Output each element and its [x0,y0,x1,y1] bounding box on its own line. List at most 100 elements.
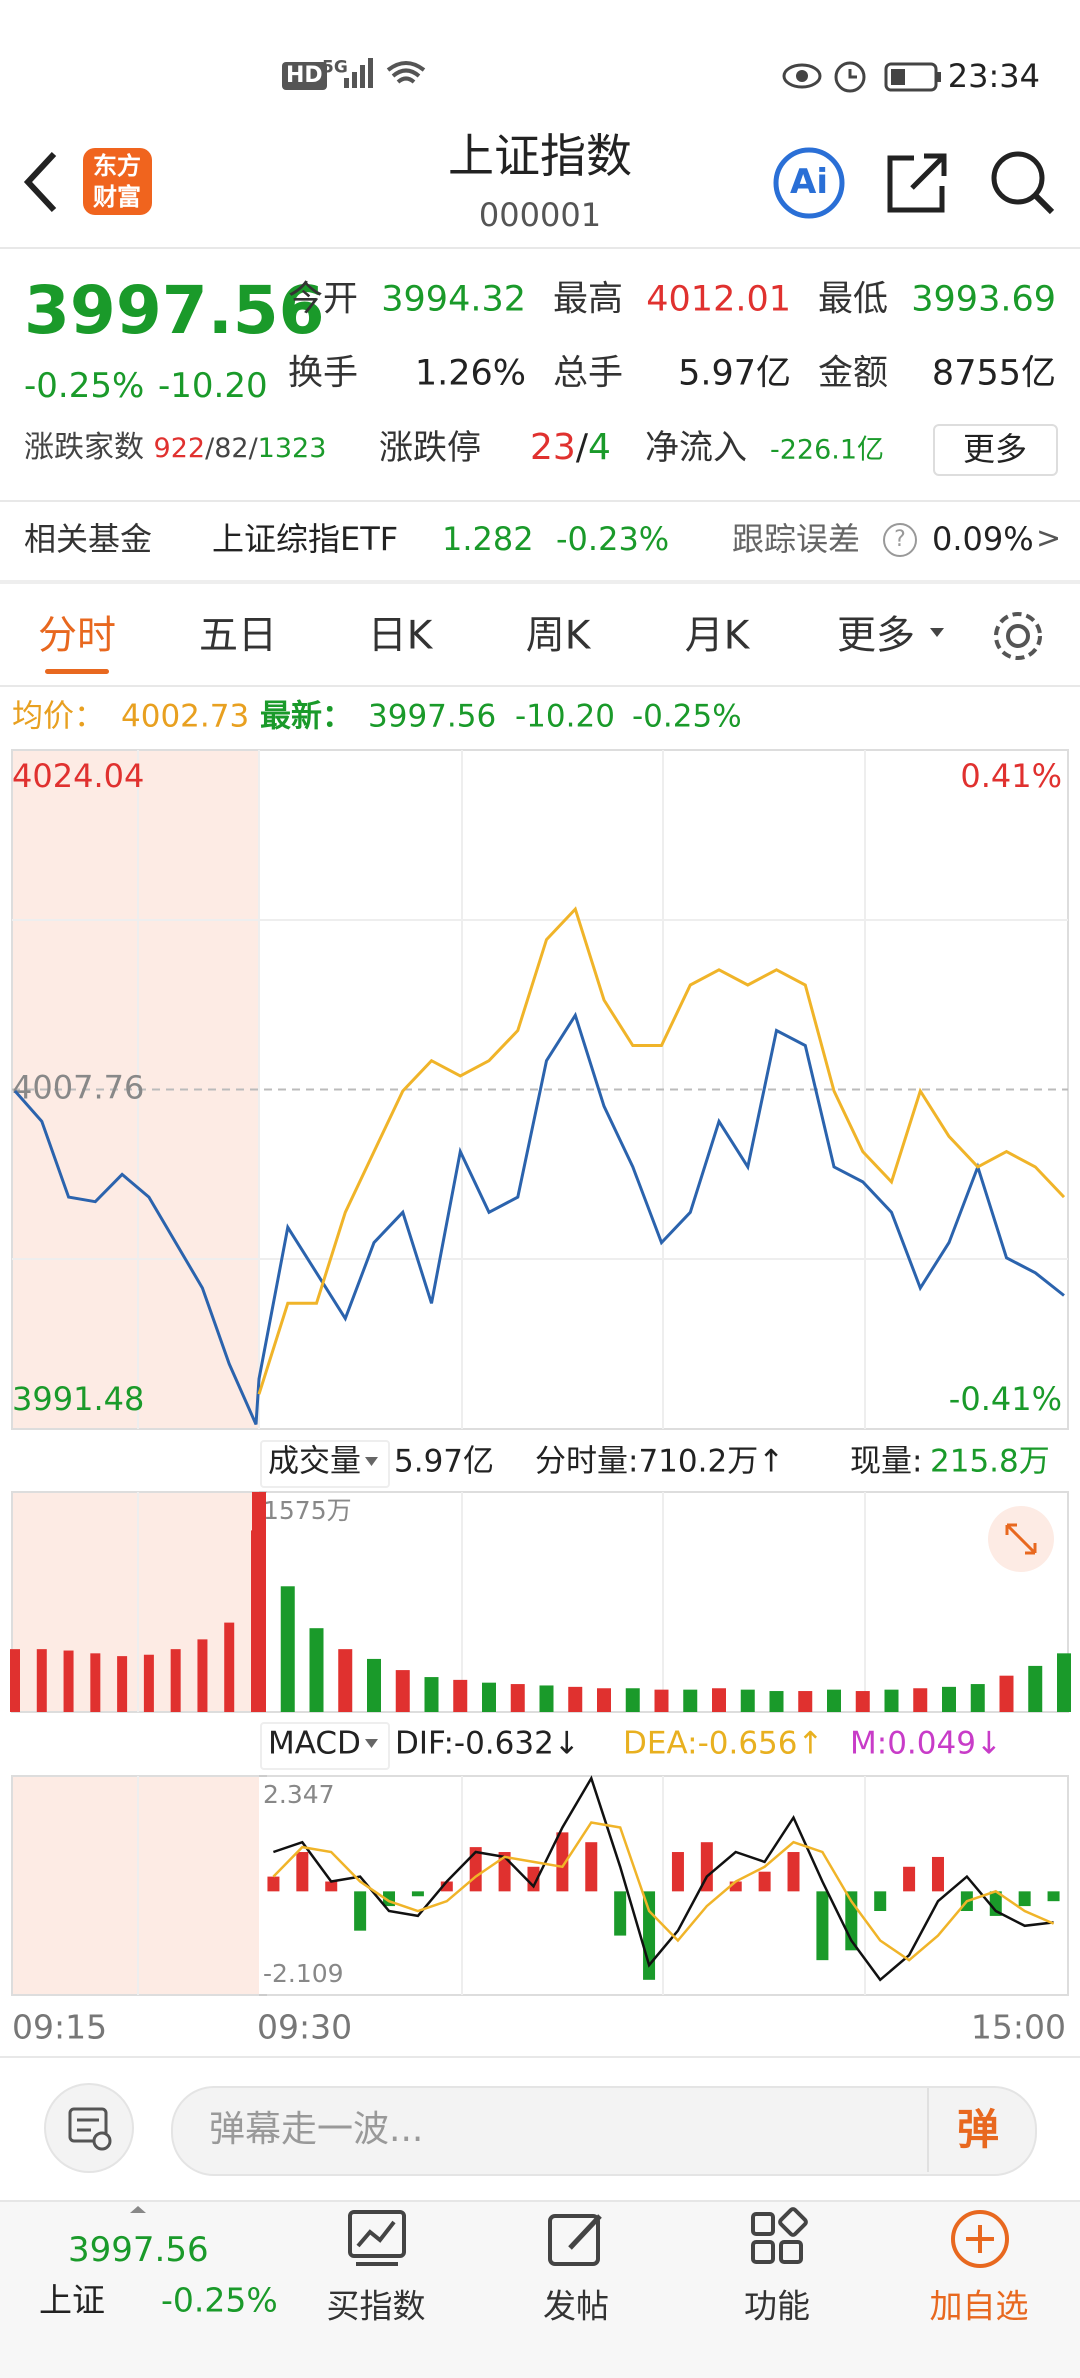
arrow: > [1036,521,1062,556]
macd-selector[interactable]: MACD [268,1725,361,1762]
volume-bar [712,1688,726,1712]
functions-icon[interactable] [747,2207,809,2270]
volume-bar [999,1675,1014,1712]
back-button[interactable] [22,150,62,214]
volume-bar [740,1689,755,1712]
nav-item[interactable]: 功能 [744,2286,810,2326]
status-icons-right [782,61,941,93]
tab[interactable]: 月K [684,613,750,659]
post-icon[interactable] [546,2208,608,2270]
tab[interactable]: 分时 [37,613,117,659]
expand-arrow [130,2206,146,2213]
macd-bar [1047,1891,1060,1902]
index-change[interactable]: -0.25% [161,2280,278,2320]
volume-bar [884,1689,899,1712]
field-label: 最高 [553,279,624,320]
nav-item[interactable]: 发帖 [543,2286,609,2326]
dropdown-arrow [930,628,944,637]
field-value: 8755亿 [931,353,1056,394]
comment-placeholder[interactable]: 弹幕走一波... [209,2109,424,2150]
macd-bar [989,1891,1002,1916]
more-button-frame[interactable] [933,424,1058,476]
comment-input[interactable] [171,2086,1037,2176]
macd-chart: 2.347 -2.109 [11,1775,1069,1996]
selector-frame[interactable] [260,1722,390,1770]
more-button[interactable]: 更多 [962,430,1028,468]
volume-bar [942,1686,956,1712]
volume-bar [143,1654,154,1712]
field-label: 总手 [553,353,624,394]
volume-bar [855,1691,870,1712]
settings-button[interactable] [990,608,1046,664]
field-value: 3993.69 [911,279,1056,320]
share-button[interactable] [884,150,954,216]
limit-label: 涨跌停 [379,428,481,468]
tab[interactable]: 日K [367,613,433,659]
macd-bar [729,1881,742,1892]
volume-bar [280,1586,295,1712]
field-value: 4012.01 [646,279,791,320]
ai-button[interactable]: Ai [790,162,828,202]
volume-bar [1028,1665,1043,1712]
help-icon[interactable]: ? [883,523,917,557]
index-name[interactable]: 上证 [39,2280,105,2320]
m: M:0.049↓ [850,1725,1002,1762]
index-price[interactable]: 3997.56 [68,2230,209,2270]
separator: / [205,433,215,464]
current-volume-label: 现量: [850,1443,923,1480]
per-minute-text: 分时量:710.2万 [535,1443,759,1480]
volume-bar [568,1686,583,1712]
volume-selector[interactable]: 成交量 [268,1443,361,1480]
dif: DIF:-0.632↓ [395,1728,580,1760]
volume-bar [769,1691,784,1712]
nav-item[interactable]: 加自选 [929,2286,1029,2326]
comment-settings[interactable] [44,2083,134,2173]
app-logo [83,148,152,215]
volume-bar [338,1649,353,1712]
send-button[interactable]: 弹 [956,2105,1000,2154]
status-icons [344,58,426,88]
dropdown-arrow [365,1457,378,1466]
fund-label: 相关基金 [24,520,153,558]
tab-underline [45,669,109,674]
network-label: 5G [322,57,348,78]
macd-bar [556,1832,569,1892]
y-tick-label: -2.109 [263,1959,344,1988]
buy-index-icon[interactable] [346,2208,408,2270]
limit: 23/4 [530,430,611,466]
limit-up: 23 [530,427,576,468]
breadth-flat: 82 [214,433,249,464]
avg-value: 4002.73 [121,698,250,735]
volume-bar [453,1679,468,1712]
latest-label: 最新： [260,698,353,735]
change: -10.20 [158,366,268,406]
ai-button-bg[interactable] [772,146,848,222]
dea: DEA:-0.656↑ [623,1728,823,1760]
page-title: 上证指数 [448,129,632,183]
field-value: 3994.32 [381,279,526,320]
add-watchlist-icon[interactable] [949,2208,1011,2270]
volume-chart: 1575万 [10,1491,1071,1713]
macd-bar [440,1881,453,1892]
volume-bar [63,1650,74,1712]
nav-item[interactable]: 买指数 [326,2286,426,2326]
tab[interactable]: 更多 [836,613,916,659]
fund-name[interactable]: 上证综指ETF [212,520,399,558]
search-button[interactable] [988,148,1058,218]
tab[interactable]: 周K [525,613,591,659]
divider [0,500,1080,502]
fund-change: -0.23% [556,520,670,558]
tab[interactable]: 五日 [198,613,278,659]
time-label: 15:00 [970,2007,1066,2047]
field-label: 金额 [818,353,889,394]
selector-frame[interactable] [260,1440,390,1488]
macd-bar [325,1881,338,1892]
latest-pct: -0.25% [632,698,742,735]
field-label: 今开 [288,279,359,320]
tracking-label: 跟踪误差 [732,520,861,558]
divider [0,580,1080,584]
divider [0,685,1080,687]
volume-bar [625,1688,640,1712]
m-text: M:0.049 [850,1725,976,1762]
